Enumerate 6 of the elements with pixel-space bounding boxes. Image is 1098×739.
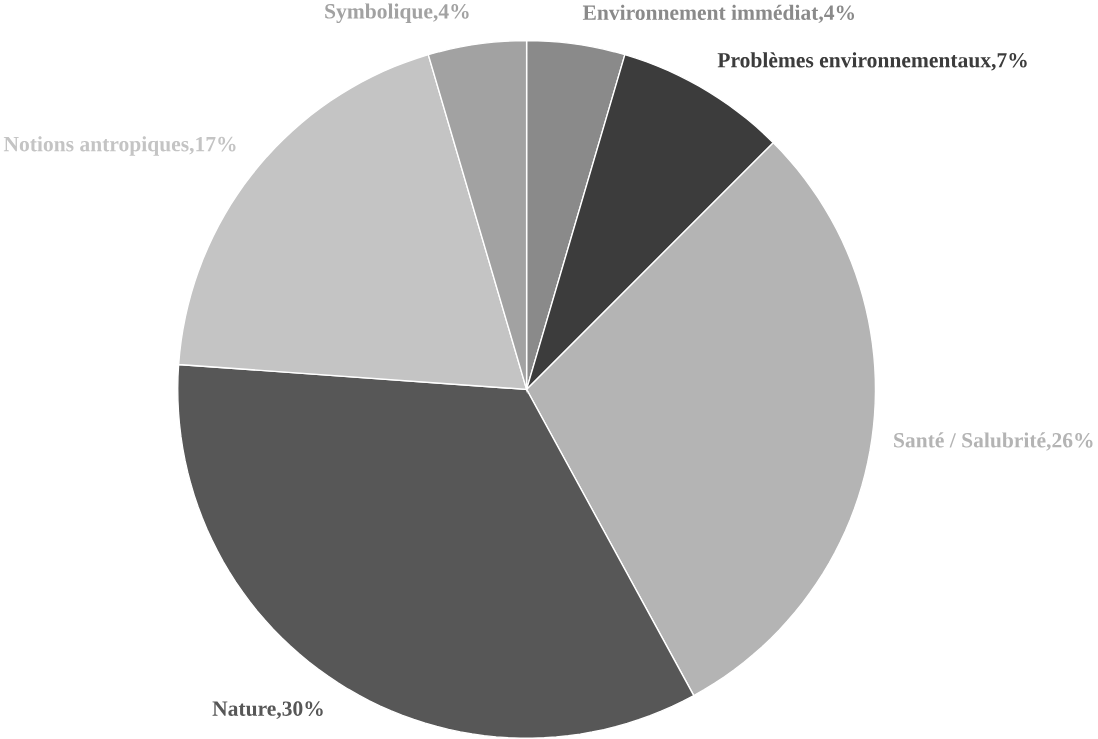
slice-label: Santé / Salubrité,26% (894, 432, 1093, 451)
slice-label: Problèmes environnementaux,7% (717, 52, 1027, 71)
slice-label: Symbolique,4% (325, 3, 469, 24)
slice-label: Environnement immédiat,4% (582, 4, 855, 24)
slice-label: Notions antropiques,17% (3, 136, 236, 156)
slice-label: Nature,30% (212, 701, 323, 720)
